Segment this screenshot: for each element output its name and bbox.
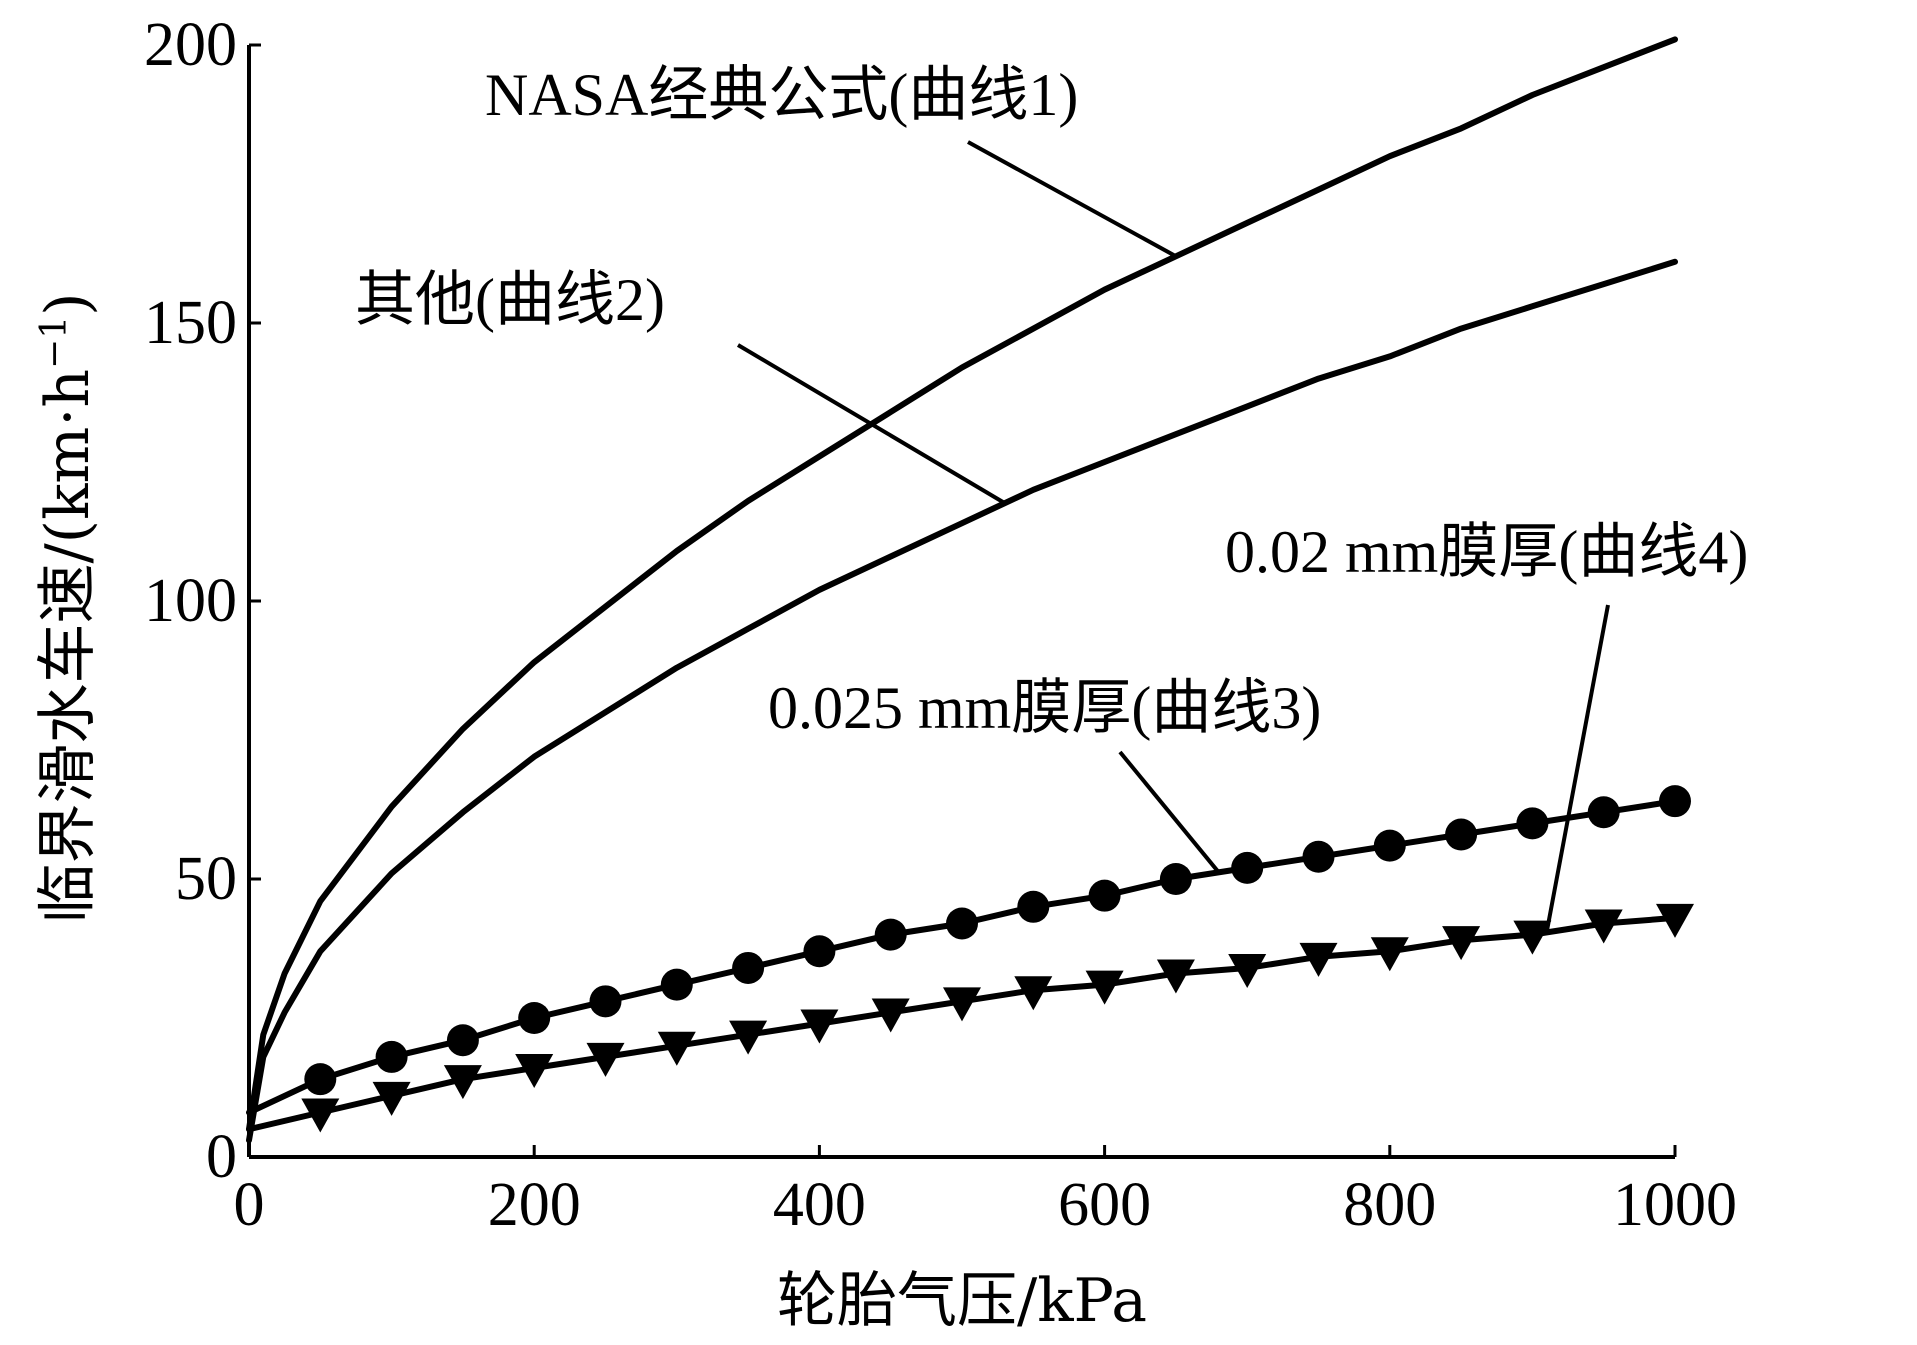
circle-marker — [946, 907, 978, 940]
triangle-marker — [1370, 937, 1409, 972]
triangle-marker — [1299, 942, 1338, 977]
y-axis-title-superscript: −1 — [34, 316, 75, 369]
series-line — [246, 36, 1678, 1133]
triangle-marker — [443, 1065, 482, 1100]
circle-marker — [589, 985, 622, 1018]
annotation-025mm: 0.025 mm膜厚(曲线3) — [768, 675, 1321, 741]
series-other-curve2 — [246, 258, 1678, 1144]
y-axis-title-main: 临界滑水车速/(km·h — [33, 369, 103, 924]
circle-marker — [660, 968, 693, 1001]
x-tick-label: 800 — [1343, 1171, 1436, 1239]
y-tick-label: 50 — [175, 845, 237, 913]
x-tick-label: 600 — [1058, 1171, 1151, 1239]
series-line — [246, 258, 1678, 1144]
y-tick-label: 100 — [144, 567, 237, 635]
y-tick-label: 150 — [144, 289, 237, 357]
y-tick-label: 200 — [144, 11, 237, 79]
annotation-leader-line — [736, 343, 1006, 505]
circle-marker — [1302, 840, 1335, 873]
circle-marker — [304, 1063, 337, 1096]
triangle-marker — [943, 987, 981, 1022]
triangle-marker — [1156, 959, 1195, 994]
circle-marker — [874, 918, 907, 951]
y-tick-label: 0 — [206, 1123, 237, 1191]
annotation-nasa: NASA经典公式(曲线1) — [485, 62, 1078, 128]
circle-marker — [1231, 851, 1264, 884]
circle-marker — [1088, 879, 1121, 912]
triangle-marker — [1228, 953, 1267, 988]
series-layer — [246, 36, 1694, 1144]
circle-marker — [446, 1024, 479, 1057]
triangle-marker — [1442, 926, 1481, 961]
triangle-marker — [1014, 976, 1053, 1011]
x-axis-title: 轮胎气压/kPa — [777, 1266, 1147, 1336]
y-axis-title-close: ) — [33, 292, 103, 315]
annotation-02mm: 0.02 mm膜厚(曲线4) — [1225, 519, 1748, 585]
circle-marker — [1373, 829, 1406, 862]
circle-marker — [1587, 796, 1620, 829]
circle-marker — [1516, 807, 1549, 840]
annotation-labels: NASA经典公式(曲线1) 其他(曲线2) 0.025 mm膜厚(曲线3) 0.02 … — [355, 62, 1748, 741]
circle-marker — [1445, 818, 1478, 851]
triangle-marker — [1085, 970, 1124, 1005]
x-ticks: 0 200 400 600 800 1000 — [234, 1145, 1737, 1239]
circle-marker — [803, 935, 836, 968]
triangle-marker — [729, 1020, 768, 1055]
series-02mm-curve4 — [246, 903, 1694, 1133]
axes: 0 200 400 600 800 1000 0 50 100 150 200 — [144, 11, 1737, 1239]
x-tick-label: 0 — [234, 1171, 265, 1239]
circle-marker — [518, 1002, 551, 1034]
y-ticks: 0 50 100 150 200 — [144, 11, 261, 1191]
circle-marker — [1017, 890, 1050, 923]
annotation-leaders — [736, 140, 1610, 933]
triangle-marker — [871, 998, 910, 1033]
triangle-marker — [1513, 920, 1552, 955]
annotation-leader-line — [1544, 604, 1610, 933]
triangle-marker — [372, 1081, 411, 1116]
series-025mm-curve3 — [246, 785, 1691, 1116]
triangle-marker — [800, 1009, 839, 1044]
triangle-marker — [515, 1054, 554, 1089]
annotation-leader-line — [967, 140, 1177, 259]
x-tick-label: 1000 — [1613, 1171, 1737, 1239]
triangle-marker — [1584, 909, 1623, 944]
circle-marker — [1659, 785, 1691, 818]
circle-marker — [732, 951, 765, 984]
triangle-marker — [1656, 903, 1694, 938]
triangle-marker — [301, 1098, 340, 1133]
circle-marker — [375, 1040, 408, 1073]
triangle-marker — [586, 1042, 625, 1077]
y-axis-title: 临界滑水车速/(km·h−1) — [33, 292, 103, 923]
annotation-leader-line — [1118, 750, 1221, 874]
circle-marker — [1159, 863, 1192, 895]
triangle-marker — [657, 1031, 696, 1066]
annotation-other: 其他(曲线2) — [355, 267, 665, 333]
x-tick-label: 400 — [773, 1171, 866, 1239]
series-nasa-curve1 — [246, 36, 1678, 1133]
x-tick-label: 200 — [488, 1171, 581, 1239]
